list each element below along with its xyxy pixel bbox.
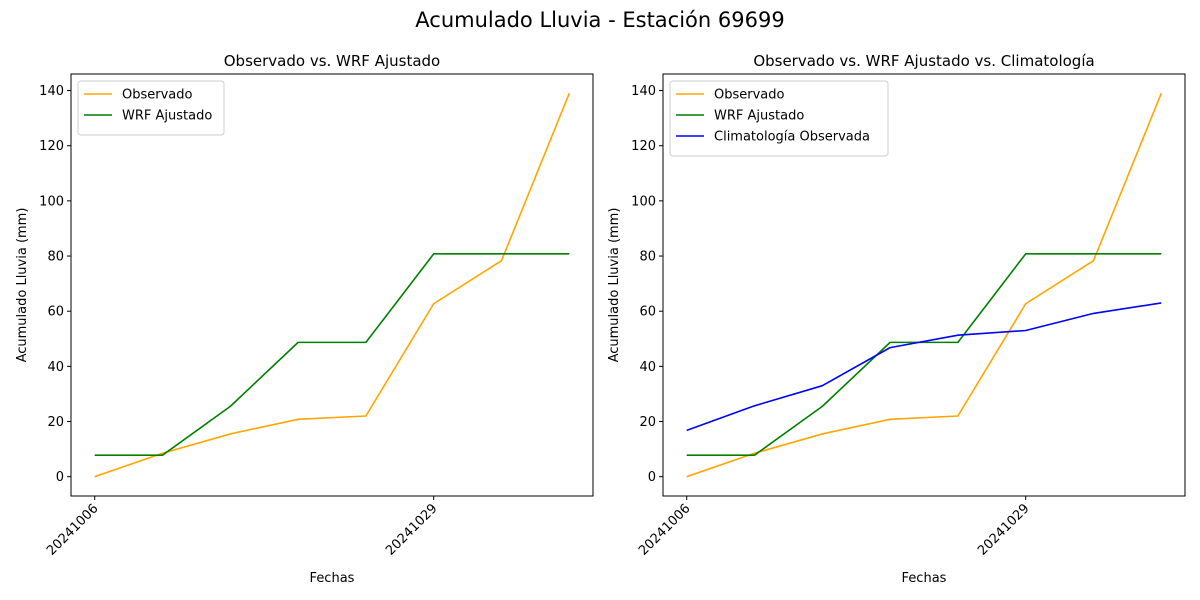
y-tick-label: 80: [639, 250, 656, 265]
figure-suptitle: Acumulado Lluvia - Estación 69699: [415, 8, 785, 32]
y-tick-label: 120: [39, 139, 64, 154]
y-tick-label: 80: [47, 250, 64, 265]
y-axis-label: Acumulado Lluvia (mm): [15, 208, 30, 363]
legend-entry: WRF Ajustado: [714, 109, 804, 124]
x-tick-label: 20241006: [636, 501, 693, 558]
y-tick-label: 60: [639, 305, 656, 320]
legend-entry: Climatología Observada: [714, 130, 870, 145]
plot-frame: [70, 73, 594, 497]
chart-title: Observado vs. WRF Ajustado: [224, 52, 440, 70]
chart-title: Observado vs. WRF Ajustado vs. Climatolo…: [753, 52, 1094, 70]
y-tick-label: 140: [631, 84, 656, 99]
y-tick-label: 60: [47, 305, 64, 320]
legend-entry: Observado: [714, 88, 785, 103]
y-tick-label: 40: [639, 360, 656, 375]
legend-entry: WRF Ajustado: [122, 109, 212, 124]
y-tick-label: 0: [56, 470, 64, 485]
x-tick-label: 20241029: [975, 501, 1032, 558]
y-tick-label: 140: [39, 84, 64, 99]
series-line-observado: [94, 93, 571, 478]
legend-box: [669, 80, 889, 157]
series-line-clim: [686, 302, 1162, 432]
legend-box: [77, 80, 225, 136]
y-tick-label: 100: [39, 194, 64, 209]
series-line-wrf: [94, 253, 570, 456]
y-tick-label: 20: [47, 415, 64, 430]
series-line-observado: [686, 93, 1163, 478]
y-tick-label: 40: [47, 360, 64, 375]
y-tick-label: 120: [631, 139, 656, 154]
x-axis-label: Fechas: [310, 571, 355, 586]
series-line-wrf: [686, 253, 1162, 456]
plot-frame: [662, 73, 1186, 497]
y-tick-label: 100: [631, 194, 656, 209]
y-tick-label: 20: [639, 415, 656, 430]
x-axis-label: Fechas: [902, 571, 947, 586]
legend-entry: Observado: [122, 88, 193, 103]
y-axis-label: Acumulado Lluvia (mm): [607, 208, 622, 363]
y-tick-label: 0: [648, 470, 656, 485]
